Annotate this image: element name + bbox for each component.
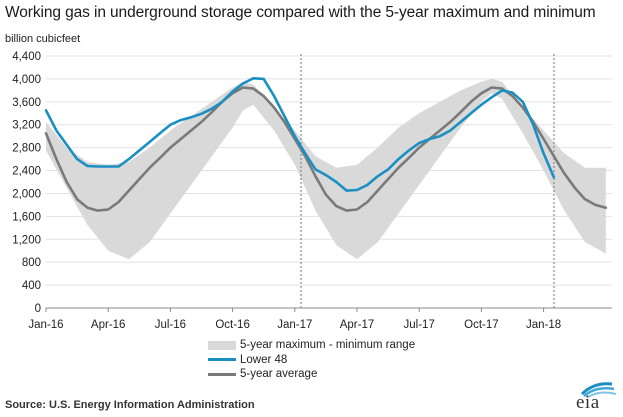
y-tick-label: 1,600 bbox=[12, 211, 41, 223]
chart-title: Working gas in underground storage compa… bbox=[5, 4, 596, 21]
y-tick-label: 3,600 bbox=[12, 97, 41, 109]
x-tick-label: Jan-17 bbox=[277, 319, 312, 331]
eia-logo: eia bbox=[574, 378, 620, 413]
y-tick-label: 4,000 bbox=[12, 74, 41, 86]
legend-label-average: 5-year average bbox=[240, 368, 318, 381]
x-tick-label: Jan-16 bbox=[28, 319, 63, 331]
x-tick-label: Oct-17 bbox=[464, 319, 499, 331]
legend-label-lower48: Lower 48 bbox=[240, 353, 288, 366]
legend-item-average: 5-year average bbox=[208, 367, 415, 382]
legend: 5-year maximum - minimum range Lower 48 … bbox=[208, 338, 415, 382]
y-tick-label: 800 bbox=[22, 257, 41, 269]
range-band bbox=[46, 78, 606, 260]
y-tick-label: 2,400 bbox=[12, 166, 41, 178]
y-tick-label: 1,200 bbox=[12, 234, 41, 246]
y-tick-label: 4,400 bbox=[12, 51, 41, 63]
eia-logo-icon bbox=[580, 382, 617, 398]
legend-item-range: 5-year maximum - minimum range bbox=[208, 338, 415, 353]
series-line-lower48 bbox=[44, 77, 556, 192]
x-tick-label: Apr-16 bbox=[91, 319, 126, 331]
eia-logo-text: eia bbox=[576, 392, 600, 413]
y-tick-label: 3,200 bbox=[12, 120, 41, 132]
series-line-average bbox=[44, 86, 608, 212]
y-tick-label: 400 bbox=[22, 280, 41, 292]
legend-item-lower48: Lower 48 bbox=[208, 353, 415, 368]
y-tick-label: 2,800 bbox=[12, 143, 41, 155]
legend-swatch-range bbox=[208, 340, 236, 350]
x-tick-label: Jan-18 bbox=[526, 319, 561, 331]
y-axis-unit-label: billion cubicfeet bbox=[5, 33, 81, 45]
y-tick-label: 0 bbox=[35, 303, 41, 315]
source-note: Source: U.S. Energy Information Administ… bbox=[5, 399, 255, 411]
x-tick-label: Oct-16 bbox=[215, 319, 250, 331]
legend-label-range: 5-year maximum - minimum range bbox=[240, 339, 416, 352]
legend-swatch-lower48 bbox=[208, 358, 236, 362]
x-tick-label: Apr-17 bbox=[340, 319, 375, 331]
x-tick-label: Jul-16 bbox=[155, 319, 186, 331]
x-tick-label: Jul-17 bbox=[404, 319, 435, 331]
legend-swatch-average bbox=[208, 372, 236, 376]
y-tick-label: 2,000 bbox=[12, 188, 41, 200]
